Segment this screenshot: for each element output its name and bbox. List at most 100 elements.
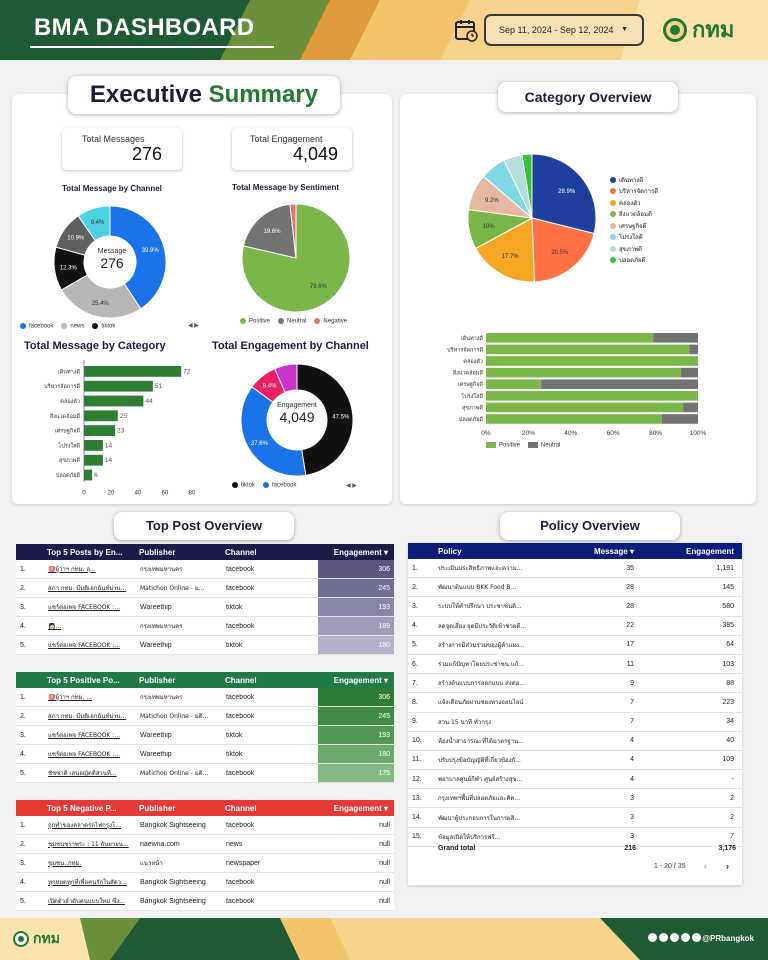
table-row[interactable]: 2. ชุมชนชราพระ : 11 กันยายน... naewna.com n…	[16, 835, 394, 854]
policy-row[interactable]: 9. สวน 15 นาที ทั่วกรุง 7 34	[408, 712, 742, 732]
category-overview-title: Category Overview	[498, 82, 678, 112]
policy-row[interactable]: 12. พยาบาลศูนย์กีฬา ศูนย์สร้างสุข... 4 -	[408, 770, 742, 790]
policy-row[interactable]: 14. พัฒนาผู้ประกอบการในการผลิ... 3 2	[408, 808, 742, 828]
policy-row[interactable]: 4. ลดจุดเสี่ยง จุดมีประวัติเข้าช่วยดี... 2…	[408, 616, 742, 636]
post-title[interactable]: 🎯ผู้ว่าฯ กทม. ...	[48, 694, 93, 701]
publisher: naewna.com	[140, 840, 180, 848]
policy-row[interactable]: 6. ร่วมแก้ปัญหาโดยประชาชน แก้... 11 103	[408, 654, 742, 675]
column-header[interactable]: Channel	[225, 547, 257, 557]
table-row[interactable]: 4. 👩🏻... กรุงเทพมหานคร facebook 189	[16, 617, 394, 636]
facebook-icon[interactable]	[648, 933, 657, 942]
policy-row[interactable]: 7. สร้างต้นแบบการออกแบบ ส่งต่อ... 9 88	[408, 674, 742, 694]
top5-negative-posts-table: Top 5 Negative P... Publisher Channel Engag…	[16, 800, 394, 911]
table-row[interactable]: 5. เปิดตัวลำดับคนแบบใหม่ ซึ่ง... Bangkok S…	[16, 892, 394, 911]
post-title[interactable]: 👩🏻...	[48, 622, 62, 630]
logo-text: กทม	[692, 18, 735, 43]
post-title[interactable]: ทุกหยดทุกที่เพื่อคนรักในสัตว...	[48, 879, 127, 886]
next-page-icon[interactable]: ›	[726, 861, 729, 871]
message-by-channel-donut: 39.9% 25.4% 12.3% 10.9% 9.4%	[53, 205, 167, 319]
policy-row[interactable]: 5. สร้างการมีส่วนร่วมของผู้ค้าแผง... 17 64	[408, 635, 742, 655]
column-header[interactable]: Engagement ▾	[333, 803, 388, 813]
stack-seg-1	[653, 333, 698, 343]
engagement-value: null	[318, 873, 394, 891]
column-header[interactable]: Policy	[438, 546, 462, 556]
post-title[interactable]: สภา กทม. มีมติเอกฉันท์ผ่าน...	[48, 585, 127, 592]
engagement-value: null	[318, 892, 394, 910]
post-title[interactable]: 🎯ผู้ว่าฯ กทม. ลุ...	[48, 566, 96, 573]
bma-emblem-icon	[663, 17, 687, 42]
policy-row[interactable]: 13. กรุงเทพฯพื้นที่ปลอดภัยและคิด... 3 2	[408, 789, 742, 809]
policy-row[interactable]: 10. ห้องน้ำสาธารณะที่ได้มาตรฐาน... 4 40	[408, 731, 742, 751]
slice-label-2: 17.7%	[502, 254, 520, 260]
total-messages-value: 276	[131, 144, 162, 164]
post-title[interactable]: ชุมชนชราพระ : 11 กันยายน...	[48, 841, 129, 848]
bar-7	[84, 469, 93, 481]
category-legend-item: ปลอดภัยดี	[610, 255, 658, 267]
post-title[interactable]: เปิดตัวลำดับคนแบบใหม่ ซึ่ง...	[48, 898, 125, 905]
instagram-icon[interactable]	[670, 933, 679, 942]
post-title[interactable]: แชร์ต่อเพจ FACEBOOK :...	[48, 751, 121, 758]
column-header[interactable]: Top 5 Negative P...	[47, 803, 117, 813]
row-index: 1.	[20, 821, 26, 829]
table-row[interactable]: 3. แชร์ต่อเพจ FACEBOOK :... Wareethip tikto…	[16, 726, 394, 745]
table-row[interactable]: 4. ทุกหยดทุกที่เพื่อคนรักในสัตว... Bangkok…	[16, 873, 394, 892]
stack-seg-0	[486, 344, 690, 355]
policy-row[interactable]: 8. แจ้งเตือนภัยผ่านช่องทางออนไลน์ 7 223	[408, 693, 742, 713]
total-engagement-card: Total Engagement 4,049	[232, 128, 352, 170]
post-title[interactable]: แชร์ต่อเพจ FACEBOOK :...	[48, 642, 121, 649]
stack-seg-0	[486, 414, 662, 424]
table-row[interactable]: 2. สภา กทม. มีมติเอกฉันท์ผ่าน... Matichon …	[16, 579, 394, 598]
column-header[interactable]: Channel	[225, 803, 257, 813]
column-header[interactable]: Channel	[225, 675, 257, 685]
table-row[interactable]: 3. แชร์ต่อเพจ FACEBOOK :... Wareethip tikto…	[16, 598, 394, 617]
row-index: 14.	[412, 814, 422, 822]
column-header[interactable]: Engagement ▾	[333, 675, 388, 685]
policy-row[interactable]: 2. พัฒนาต้นแบบ BKK Food B... 28 145	[408, 578, 742, 598]
column-header[interactable]: Publisher	[139, 803, 176, 813]
engagement-value: -	[731, 775, 734, 783]
line-icon[interactable]	[681, 933, 690, 942]
table-row[interactable]: 3. ชุมชน..กทม. แนวหน้า newspaper null	[16, 854, 394, 873]
policy-row[interactable]: 1. ประเมินประสิทธิภาพและความ... 35 1,191	[408, 559, 742, 579]
eng-legend-pager[interactable]: ◀ ▶	[346, 483, 357, 489]
stack-seg-1	[689, 344, 698, 355]
policy-name: กรุงเทพฯพื้นที่ปลอดภัยและคิด...	[438, 795, 520, 803]
column-header[interactable]: Engagement ▾	[333, 547, 388, 557]
date-range-picker[interactable]: Sep 11, 2024 - Sep 12, 2024 ▼	[484, 14, 644, 46]
policy-row[interactable]: 15. ข้อมูลเปิดให้บริการฟรี... 3 7	[408, 827, 742, 847]
legend-pager[interactable]: ◀ ▶	[188, 323, 199, 329]
tiktok-icon[interactable]	[692, 933, 701, 942]
post-title[interactable]: สภา กทม. มีมติเอกฉันท์ผ่าน...	[48, 713, 127, 720]
stack-x-tick-label: 80%	[649, 430, 662, 437]
table-row[interactable]: 4. แชร์ต่อเพจ FACEBOOK :... Wareethip tikto…	[16, 745, 394, 764]
table-row[interactable]: 1. ถูกทำของตลาดรถไฟกรุงโ... Bangkok Sights…	[16, 816, 394, 835]
post-title[interactable]: แชร์ต่อเพจ FACEBOOK :...	[48, 732, 121, 739]
bar-4	[84, 425, 116, 436]
post-title[interactable]: ชัชชาติ เสนอญัตติส่วนที่...	[48, 770, 117, 777]
table-row[interactable]: 1. 🎯ผู้ว่าฯ กทม. ... กรุงเทพมหานคร facebook…	[16, 688, 394, 707]
table-row[interactable]: 5. ชัชชาติ เสนอญัตติส่วนที่... Matichon On…	[16, 764, 394, 783]
post-title[interactable]: ถูกทำของตลาดรถไฟกรุงโ...	[48, 822, 121, 829]
bar-value-label: 23	[117, 428, 125, 435]
column-header[interactable]: Top 5 Positive Po...	[47, 675, 120, 685]
stack-category-label: เศรษฐกิจดี	[458, 381, 484, 388]
column-header[interactable]: Publisher	[139, 675, 176, 685]
row-index: 6.	[412, 660, 418, 668]
channel: tiktok	[226, 603, 243, 611]
youtube-icon[interactable]	[659, 933, 668, 942]
column-header[interactable]: Publisher	[139, 547, 176, 557]
policy-row[interactable]: 3. ระบบให้คำปรึกษา ประชาชนดิ... 28 580	[408, 597, 742, 617]
post-title[interactable]: ชุมชน..กทม.	[48, 860, 82, 867]
column-header[interactable]: Engagement	[685, 546, 734, 556]
column-header[interactable]: Top 5 Posts by En...	[47, 547, 123, 557]
table-row[interactable]: 1. 🎯ผู้ว่าฯ กทม. ลุ... กรุงเทพมหานคร facebo…	[16, 560, 394, 579]
post-title[interactable]: แชร์ต่อเพจ FACEBOOK :...	[48, 604, 121, 611]
policy-row[interactable]: 11. ปรับปรุงข้อบัญญัติที่เกี่ยวข้องกั... 4…	[408, 750, 742, 771]
table-row[interactable]: 2. สภา กทม. มีมติเอกฉันท์ผ่าน... Matichon …	[16, 707, 394, 726]
message-count: 3	[630, 794, 634, 802]
engagement-value: 306	[318, 688, 394, 706]
prev-page-icon[interactable]: ‹	[704, 861, 707, 871]
table-row[interactable]: 5. แชร์ต่อเพจ FACEBOOK :... Wareethip tikto…	[16, 636, 394, 655]
column-header[interactable]: Message ▾	[593, 546, 634, 556]
channel: tiktok	[226, 641, 243, 649]
